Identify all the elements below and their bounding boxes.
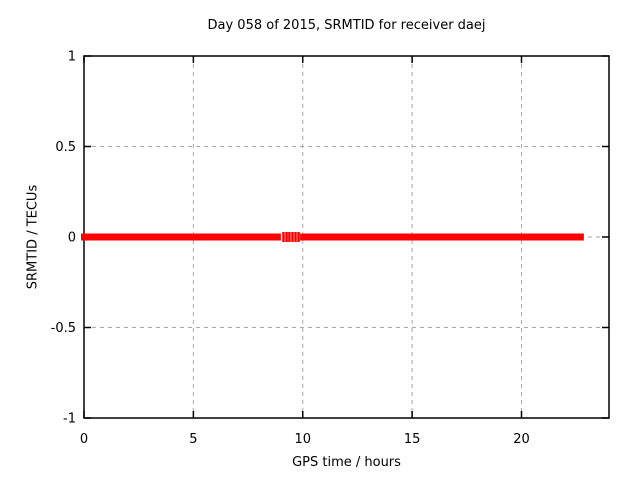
data-segment: [81, 233, 281, 241]
y-tick-label: 1: [68, 50, 76, 65]
data-point-marker: [297, 232, 300, 242]
data-point-marker: [291, 232, 294, 242]
y-tick-label: -0.5: [51, 321, 76, 336]
data-point-marker: [285, 232, 288, 242]
y-tick-label: 0.5: [55, 140, 76, 155]
x-tick-label: 20: [513, 432, 530, 447]
x-tick-label: 5: [189, 432, 197, 447]
data-point-marker: [294, 232, 297, 242]
y-tick-label: 0: [68, 231, 76, 246]
data-point-marker: [288, 232, 291, 242]
chart-title: Day 058 of 2015, SRMTID for receiver dae…: [207, 18, 486, 33]
x-axis-label: GPS time / hours: [292, 455, 401, 470]
x-tick-label: 0: [80, 432, 88, 447]
y-tick-label: -1: [63, 412, 76, 427]
data-segment: [300, 233, 584, 241]
x-tick-label: 15: [404, 432, 421, 447]
x-tick-label: 10: [294, 432, 311, 447]
data-point-marker: [282, 232, 285, 242]
